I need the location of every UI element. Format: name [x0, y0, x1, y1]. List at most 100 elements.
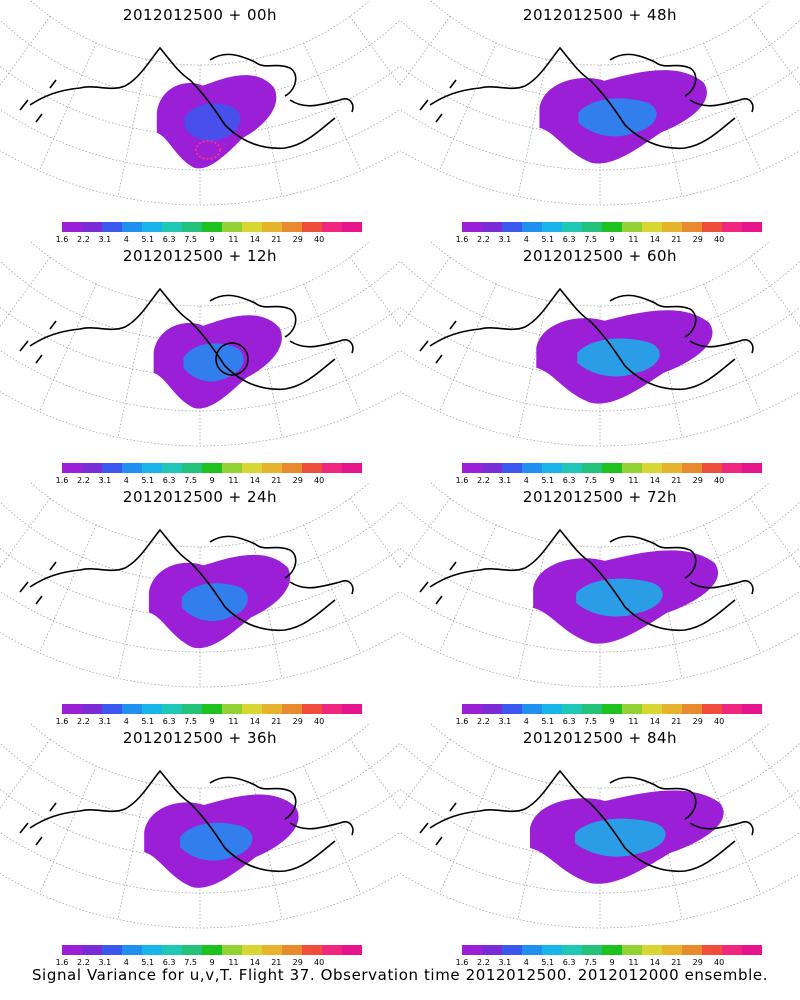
- colorbar-segment: [142, 945, 162, 955]
- colorbar-tick-label: 9: [209, 235, 215, 244]
- colorbar-tick-label: 4: [123, 235, 129, 244]
- colorbar-segment: [642, 945, 662, 955]
- colorbar-segment: [262, 945, 282, 955]
- colorbar-tick-label: 11: [628, 717, 639, 726]
- colorbar-segment: [62, 704, 82, 714]
- colorbar-tick-label: 29: [692, 717, 703, 726]
- panel-title: 2012012500 + 72h: [522, 488, 678, 506]
- colorbar-segment: [682, 222, 702, 232]
- colorbar-tick-label: 2.2: [477, 235, 490, 244]
- colorbar-segment: [142, 704, 162, 714]
- colorbar-tick-label: 21: [271, 235, 282, 244]
- colorbar-tick-label: 5.1: [141, 958, 155, 967]
- colorbar-segment: [122, 945, 142, 955]
- colorbar-segment: [502, 704, 522, 714]
- colorbar-tick-label: 14: [249, 476, 260, 485]
- colorbar-segment: [82, 463, 102, 473]
- colorbar-tick-label: 29: [292, 717, 303, 726]
- colorbar-labels: 1.6 2.2 3.1 4 5.1 6.3 7.5 9 11 14 21 29 40: [56, 717, 362, 727]
- colorbar-tick-label: 6.3: [562, 958, 576, 967]
- colorbar-tick-label: 2.2: [77, 958, 90, 967]
- colorbar-segment: [82, 945, 102, 955]
- colorbar-tick-label: 14: [249, 235, 260, 244]
- colorbar-tick-label: 40: [714, 235, 725, 244]
- colorbar-segment: [102, 704, 122, 714]
- colorbar-tick-label: 5.1: [141, 235, 155, 244]
- polar-map: [400, 241, 800, 447]
- colorbar-segment: [562, 463, 582, 473]
- coastline: [19, 528, 354, 632]
- colorbar-tick-label: 1.6: [455, 235, 469, 244]
- colorbar-tick-label: 9: [609, 476, 615, 485]
- colorbar-tick-label: 6.3: [562, 717, 576, 726]
- colorbar-tick-label: 11: [228, 476, 239, 485]
- map-panel: 2012012500 + 84h 1.6 2.2 3.1 4 5.1 6.3 7.5 9 11 14…: [400, 723, 800, 967]
- variance-field: [148, 554, 291, 649]
- colorbar-tick-label: 21: [671, 717, 682, 726]
- colorbar-tick-label: 1.6: [55, 958, 69, 967]
- colorbar-segment: [222, 704, 242, 714]
- colorbar-segment: [242, 704, 262, 714]
- polar-map: [400, 723, 800, 929]
- colorbar-segment: [682, 463, 702, 473]
- colorbar-segment: [722, 945, 742, 955]
- colorbar-segment: [562, 704, 582, 714]
- colorbar-tick-label: 21: [271, 717, 282, 726]
- colorbar-segment: [102, 945, 122, 955]
- colorbar-segment: [662, 704, 682, 714]
- colorbar-tick-label: 2.2: [77, 717, 90, 726]
- colorbar-tick-label: 21: [671, 958, 682, 967]
- coastline: [19, 46, 354, 150]
- colorbar-segment: [182, 945, 202, 955]
- panel-title: 2012012500 + 36h: [122, 729, 278, 747]
- colorbar-segment: [322, 222, 342, 232]
- colorbar-tick-label: 4: [123, 476, 129, 485]
- polar-map: [0, 241, 400, 447]
- colorbar-tick-label: 2.2: [477, 717, 490, 726]
- map-panel: 2012012500 + 60h 1.6 2.2 3.1 4 5.1 6.3 7.5 9 11 14…: [400, 241, 800, 485]
- colorbar-tick-label: 21: [271, 476, 282, 485]
- colorbar-segment: [62, 463, 82, 473]
- colorbar-tick-label: 3.1: [98, 235, 112, 244]
- colorbar-segment: [742, 945, 762, 955]
- colorbar-segment: [322, 704, 342, 714]
- colorbar-segment: [602, 222, 622, 232]
- colorbar-tick-label: 9: [609, 235, 615, 244]
- colorbar-segment: [542, 222, 562, 232]
- colorbar-tick-label: 11: [228, 717, 239, 726]
- colorbar-tick-label: 7.5: [584, 235, 597, 244]
- colorbar-tick-label: 11: [628, 476, 639, 485]
- colorbar-segment: [122, 222, 142, 232]
- colorbar-segment: [262, 704, 282, 714]
- colorbar-segment: [262, 463, 282, 473]
- colorbar-tick-label: 6.3: [162, 717, 176, 726]
- colorbar-segment: [602, 704, 622, 714]
- panel-title: 2012012500 + 48h: [522, 6, 678, 24]
- colorbar: [62, 704, 362, 714]
- colorbar-segment: [462, 463, 482, 473]
- colorbar-segment: [162, 704, 182, 714]
- colorbar-segment: [202, 945, 222, 955]
- colorbar-segment: [242, 222, 262, 232]
- colorbar: [62, 222, 362, 232]
- colorbar-segment: [302, 704, 322, 714]
- colorbar-segment: [202, 704, 222, 714]
- polar-map: [0, 482, 400, 688]
- coastline: [19, 287, 354, 391]
- colorbar-tick-label: 6.3: [162, 476, 176, 485]
- colorbar-segment: [82, 704, 102, 714]
- colorbar-segment: [182, 222, 202, 232]
- colorbar-tick-label: 6.3: [562, 235, 576, 244]
- colorbar-segment: [342, 704, 362, 714]
- colorbar-labels: 1.6 2.2 3.1 4 5.1 6.3 7.5 9 11 14 21 29 40: [56, 235, 362, 245]
- colorbar-tick-label: 3.1: [498, 717, 512, 726]
- polar-map: [400, 482, 800, 688]
- colorbar-tick-label: 21: [671, 476, 682, 485]
- colorbar-segment: [122, 704, 142, 714]
- map-panel: 2012012500 + 36h 1.6 2.2 3.1 4 5.1 6.3 7.5 9 11 14…: [0, 723, 400, 967]
- colorbar-tick-label: 29: [292, 476, 303, 485]
- colorbar-segment: [542, 704, 562, 714]
- colorbar-segment: [582, 222, 602, 232]
- colorbar-tick-label: 9: [209, 958, 215, 967]
- variance-field: [530, 790, 724, 884]
